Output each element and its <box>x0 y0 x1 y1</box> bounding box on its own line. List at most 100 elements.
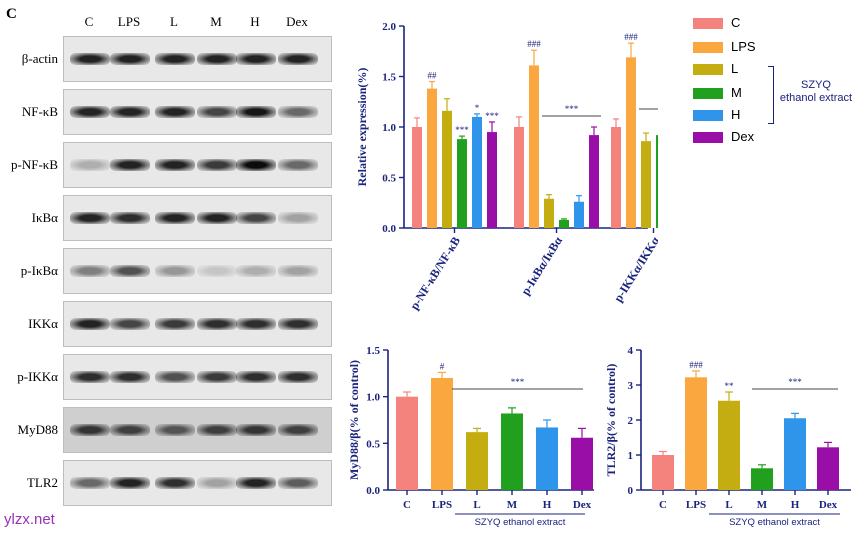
y-tick-label: 1.0 <box>382 122 396 134</box>
blot-strip-p-i-b <box>63 248 332 294</box>
significance-mark: *** <box>455 125 469 135</box>
blot-strip-p-nf-b <box>63 142 332 188</box>
protein-label-tlr2: TLR2 <box>26 475 58 490</box>
bar-group-c: C <box>396 391 418 511</box>
y-tick-label: 1.0 <box>366 392 380 404</box>
band-actin-c <box>70 53 110 65</box>
significance-mark: *** <box>485 111 499 121</box>
band-p-i-b-lps <box>110 265 150 277</box>
y-axis-label: TLR2/β(% of control) <box>605 364 618 477</box>
bar-group-dex: Dex <box>817 441 839 511</box>
bar-group-m: M <box>751 464 773 511</box>
bar-lps <box>685 377 707 490</box>
protein-label-p-i-b: p-IκBα <box>20 263 58 278</box>
group-significance-mark: *** <box>788 377 802 387</box>
y-tick-label: 0.0 <box>382 223 396 235</box>
bar-dex <box>487 132 497 228</box>
bar-c <box>611 127 621 228</box>
bar-c <box>652 455 674 490</box>
blot-strip-ikk <box>63 301 332 347</box>
band-tlr2-m <box>197 477 237 489</box>
x-tick-label: H <box>791 499 800 511</box>
band-p-i-b-l <box>155 265 195 277</box>
band-tlr2-c <box>70 477 110 489</box>
bar-l <box>466 432 488 490</box>
lane-label-h: H <box>250 14 260 29</box>
bar-group-lps: # LPS <box>431 361 453 511</box>
band-myd88-dex <box>278 424 318 436</box>
blot-strip-p-ikk <box>63 354 332 400</box>
watermark: ylzx.net <box>4 511 55 528</box>
band-nf-b-dex <box>278 106 318 118</box>
band-myd88-m <box>197 424 237 436</box>
bar-m <box>501 413 523 490</box>
band-nf-b-lps <box>110 106 150 118</box>
bar-l <box>442 110 452 228</box>
bar-group-m: M <box>501 407 523 511</box>
y-tick-label: 2.0 <box>382 21 396 33</box>
x-tick-label: p-NF-κB/NF-κB <box>407 234 463 312</box>
tlr2-chart: 0 1 2 3 4 TLR2/β(% of control) C ### LPS ** L M H Dex… <box>605 345 851 528</box>
legend-swatch-lps <box>693 42 723 53</box>
protein-label-p-ikk: p-IKKα <box>17 369 58 384</box>
band-p-nf-b-c <box>70 159 110 171</box>
legend-bracket <box>768 66 774 124</box>
band-p-ikk-lps <box>110 371 150 383</box>
band-tlr2-l <box>155 477 195 489</box>
band-i-b-h <box>236 212 276 224</box>
y-tick-label: 0 <box>628 485 634 497</box>
band-nf-b-c <box>70 106 110 118</box>
significance-mark: * <box>475 103 480 113</box>
band-p-nf-b-m <box>197 159 237 171</box>
lane-label-c: C <box>84 14 94 29</box>
y-tick-label: 0.0 <box>366 485 380 497</box>
legend-label-c: C <box>731 15 741 30</box>
significance-mark: ### <box>527 39 541 49</box>
lane-label-l: L <box>170 14 178 29</box>
y-tick-label: 4 <box>628 345 634 357</box>
legend-label-h: H <box>731 107 741 122</box>
band-p-i-b-m <box>197 265 237 277</box>
significance-mark: ### <box>689 360 703 370</box>
x-tick-label: L <box>725 499 732 511</box>
band-tlr2-dex <box>278 477 318 489</box>
panel-letter: C <box>6 6 17 22</box>
band-p-ikk-h <box>236 371 276 383</box>
x-tick-label: LPS <box>686 499 706 511</box>
bar-dex <box>571 437 593 490</box>
xgroup-label: SZYQ ethanol extract <box>729 517 820 528</box>
band-ikk-h <box>236 318 276 330</box>
bar-dex <box>817 447 839 490</box>
y-axis: 0.0 0.5 1.0 1.5 2.0 Relative expression(%) <box>355 21 405 235</box>
band-ikk-dex <box>278 318 318 330</box>
bar-h <box>574 201 584 228</box>
x-tick-label: LPS <box>432 499 452 511</box>
significance-mark: # <box>440 361 445 371</box>
bar-h <box>536 427 558 490</box>
band-myd88-l <box>155 424 195 436</box>
group-p-i-b-i-b: ### *** p-IκBα/IκBα <box>514 39 601 298</box>
band-ikk-c <box>70 318 110 330</box>
legend-bracket-label: SZYQ ethanol extract <box>778 79 854 105</box>
legend-label-lps: LPS <box>731 39 756 54</box>
bar-dex <box>589 135 599 228</box>
legend-label-m: M <box>731 85 742 100</box>
x-tick-label: C <box>659 499 667 511</box>
band-p-i-b-c <box>70 265 110 277</box>
bar-m <box>656 135 658 228</box>
x-tick-label: p-IKKα/IKKα <box>611 234 658 304</box>
myd88-chart: 0.0 0.5 1.0 1.5 MyD88/β(% of control) C # LPS L M… <box>347 345 594 528</box>
bar-group-dex: Dex <box>571 427 593 511</box>
band-myd88-lps <box>110 424 150 436</box>
x-tick-label: p-IκBα/IκBα <box>518 234 565 298</box>
significance-mark: ### <box>624 32 638 42</box>
bar-lps <box>427 88 437 229</box>
y-axis: 0.0 0.5 1.0 1.5 MyD88/β(% of control) <box>347 345 389 497</box>
legend-swatch-c <box>693 18 723 29</box>
significance-mark: ## <box>428 71 438 81</box>
bar-group-lps: ### LPS <box>685 360 707 511</box>
bar-lps <box>529 65 539 228</box>
y-tick-label: 3 <box>628 380 634 392</box>
group-p-ikk-ikk: ###***p-IKKα/IKKα <box>611 32 658 304</box>
group-significance-mark: *** <box>565 104 579 114</box>
